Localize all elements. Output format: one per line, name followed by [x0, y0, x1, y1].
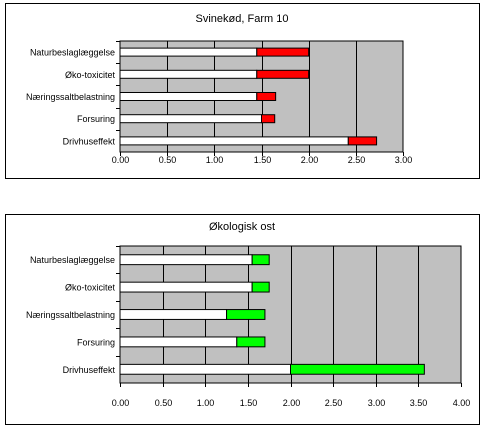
bar-base	[119, 254, 253, 266]
bar-base	[119, 281, 253, 293]
y-tick-label: Naturbeslaglæggelse	[30, 255, 115, 265]
y-tick-label: Øko-toxicitet	[65, 283, 116, 293]
bar-base	[119, 309, 228, 320]
y-tick-label: Næringssaltbelastning	[26, 310, 115, 320]
y-tick-label: Øko-toxicitet	[65, 70, 116, 80]
y-tick-label: Næringssaltbelastning	[26, 92, 115, 102]
x-tick-label: 2.00	[283, 398, 301, 408]
x-tick-label: 2.50	[348, 155, 366, 165]
x-tick-label: 2.00	[301, 155, 319, 165]
bar-increment	[251, 281, 270, 293]
chart-title: Økologisk ost	[209, 221, 275, 233]
y-tick-label: Drivhuseffekt	[63, 365, 116, 375]
bar-base	[119, 92, 258, 101]
bar-increment	[347, 136, 378, 146]
x-tick-label: 1.50	[240, 398, 258, 408]
x-tick-label: 3.00	[395, 155, 413, 165]
bar-base	[119, 136, 349, 146]
x-tick-label: 0.50	[155, 398, 173, 408]
y-tick-label: Forsuring	[77, 114, 115, 124]
bar-increment	[236, 336, 266, 348]
x-tick-label: 1.50	[254, 155, 272, 165]
bar-base	[119, 363, 291, 375]
bar-base	[119, 336, 238, 348]
x-tick-label: 1.00	[206, 155, 224, 165]
bar-increment	[226, 309, 266, 320]
y-tick-label: Forsuring	[77, 337, 115, 347]
bar-increment	[251, 254, 270, 266]
x-tick-label: 0.00	[112, 155, 130, 165]
bar-increment	[256, 92, 277, 101]
x-tick-label: 0.50	[159, 155, 177, 165]
y-tick-label: Drivhuseffekt	[63, 136, 116, 146]
x-tick-label: 2.50	[325, 398, 343, 408]
x-tick-label: 0.00	[112, 398, 130, 408]
chart-title: Svinekød, Farm 10	[196, 13, 289, 25]
bar-increment	[256, 69, 310, 79]
bar-increment	[256, 47, 310, 57]
chart-2: Økologisk ost 0.00 0.50 1.00 1.50 2.00 2.50 3.0…	[5, 214, 480, 425]
bar-base	[119, 69, 258, 79]
x-tick-label: 4.00	[453, 398, 471, 408]
x-tick-label: 3.50	[410, 398, 428, 408]
bar-increment	[261, 114, 276, 124]
x-tick-label: 1.00	[197, 398, 215, 408]
bar-increment	[290, 363, 425, 375]
y-tick-label: Naturbeslaglæggelse	[30, 48, 115, 58]
chart-1: Svinekød, Farm 10 0.00 0.50 1.00 1.50 2.00 2.5…	[5, 3, 480, 179]
bar-base	[119, 114, 262, 124]
bar-base	[119, 47, 258, 57]
x-tick-label: 3.00	[368, 398, 386, 408]
